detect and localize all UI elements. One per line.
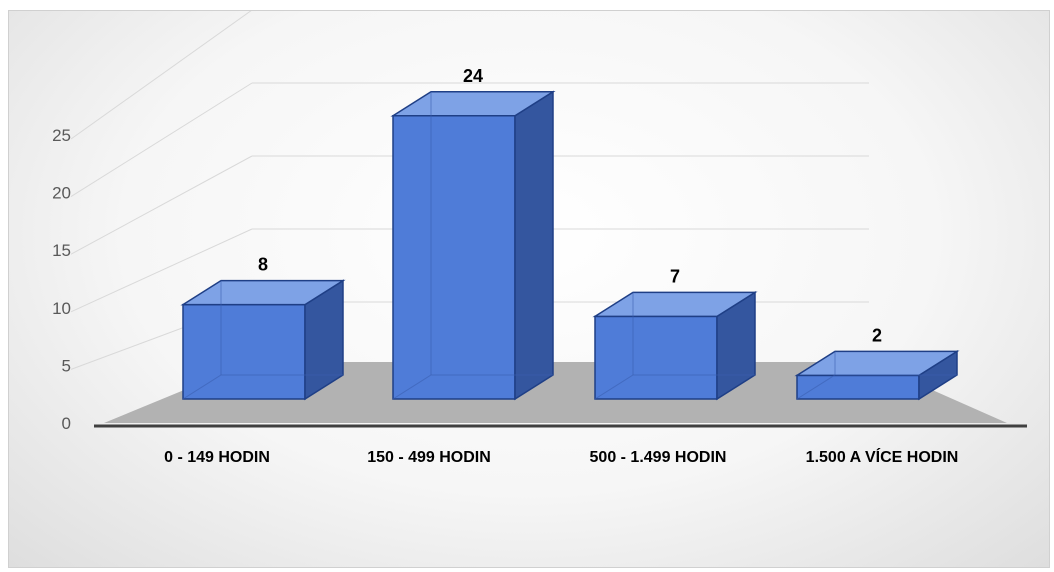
- chart-area: 0 5 10 15 20 25 0 - 149 HODIN 150 - 499 HODIN 5…: [8, 10, 1050, 568]
- gridline-side: [71, 156, 252, 254]
- bar-group: [183, 281, 343, 399]
- y-tick-label: 0: [62, 414, 71, 433]
- x-axis-categories: 0 - 149 HODIN 150 - 499 HODIN 500 - 1.499 …: [164, 447, 958, 466]
- gridline-side: [71, 11, 252, 139]
- data-label: 24: [463, 66, 483, 86]
- y-tick-label: 5: [62, 356, 71, 375]
- data-label: 8: [258, 255, 268, 275]
- x-axis-category-label: 1.500 A VÍCE HODIN: [806, 447, 959, 466]
- x-axis-category-label: 150 - 499 HODIN: [367, 449, 491, 466]
- bar-front: [595, 316, 717, 399]
- x-axis-category-label: 0 - 149 HODIN: [164, 449, 270, 466]
- x-axis-category-label: 500 - 1.499 HODIN: [590, 449, 727, 466]
- y-tick-label: 10: [52, 299, 71, 318]
- bar-side: [515, 92, 553, 399]
- data-label: 7: [670, 266, 680, 286]
- bar-group: [595, 292, 755, 399]
- bars: [183, 92, 957, 399]
- bar-front: [183, 305, 305, 399]
- bar-group: [393, 92, 553, 399]
- y-axis-ticks: 0 5 10 15 20 25: [52, 126, 71, 433]
- y-tick-label: 25: [52, 126, 71, 145]
- y-tick-label: 15: [52, 241, 71, 260]
- bar-chart-3d: 0 5 10 15 20 25 0 - 149 HODIN 150 - 499 HODIN 5…: [9, 11, 1049, 567]
- data-label: 2: [872, 325, 882, 345]
- gridline-side: [71, 83, 252, 197]
- data-labels: 8 24 7 2: [258, 66, 882, 346]
- y-tick-label: 20: [52, 184, 71, 203]
- bar-front: [393, 116, 515, 399]
